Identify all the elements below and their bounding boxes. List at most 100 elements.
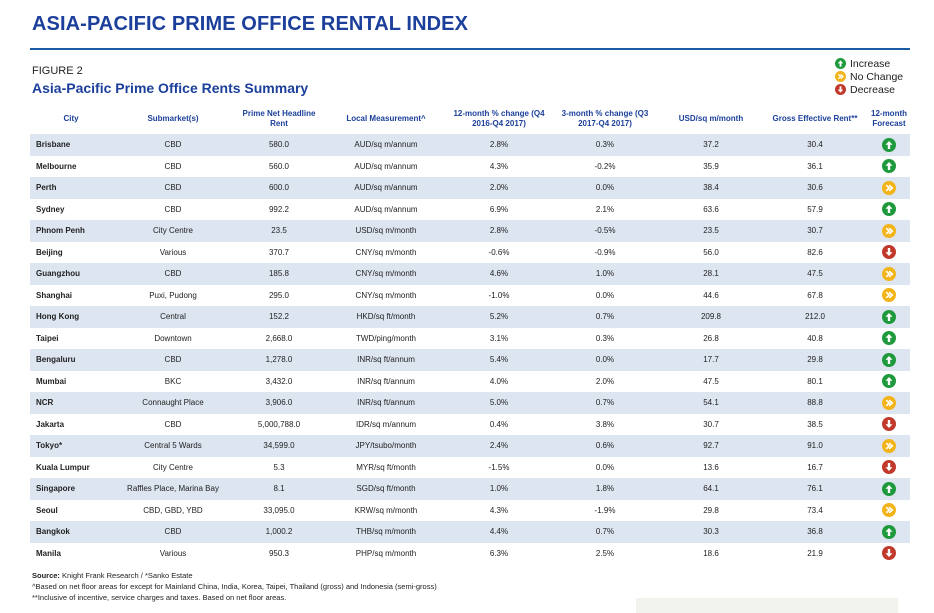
table-row: NCR Connaught Place 3,906.0 INR/sq ft/annum… (30, 392, 910, 414)
column-header-3m-change: 3-month % change (Q3 2017-Q4 2017) (550, 104, 660, 134)
gross-rent-cell: 91.0 (762, 435, 868, 457)
change-3m-cell: 0.0% (550, 284, 660, 306)
forecast-cell (868, 284, 910, 306)
city-cell: Tokyo* (30, 435, 112, 457)
legend-label: Increase (850, 57, 891, 70)
table-row: Kuala Lumpur City Centre 5.3 MYR/sq ft/mont… (30, 456, 910, 478)
city-cell: Bangkok (30, 521, 112, 543)
rent-cell: 3,432.0 (234, 370, 324, 392)
usd-cell: 44.6 (660, 284, 762, 306)
city-cell: Beijing (30, 241, 112, 263)
measurement-cell: TWD/ping/month (324, 327, 448, 349)
arrow-right-icon (882, 395, 896, 410)
gross-rent-cell: 29.8 (762, 349, 868, 371)
change-3m-cell: 0.0% (550, 456, 660, 478)
forecast-cell (868, 392, 910, 414)
change-3m-cell: -0.9% (550, 241, 660, 263)
usd-cell: 38.4 (660, 177, 762, 199)
measurement-cell: HKD/sq ft/month (324, 306, 448, 328)
change-12m-cell: 2.8% (448, 220, 550, 242)
table-row: Bengaluru CBD 1,278.0 INR/sq ft/annum 5.4% 0.… (30, 349, 910, 371)
gross-rent-cell: 21.9 (762, 542, 868, 564)
change-12m-cell: -1.0% (448, 284, 550, 306)
arrow-right-icon (882, 503, 896, 518)
submarket-cell: CBD (112, 155, 234, 177)
usd-cell: 29.8 (660, 499, 762, 521)
gross-rent-cell: 80.1 (762, 370, 868, 392)
footnote-gross-rent: **Inclusive of incentive, service charge… (32, 593, 287, 602)
change-3m-cell: -1.9% (550, 499, 660, 521)
change-12m-cell: 2.4% (448, 435, 550, 457)
rent-cell: 580.0 (234, 134, 324, 156)
forecast-legend: Increase No Change Decrease (835, 57, 903, 96)
gross-rent-cell: 82.6 (762, 241, 868, 263)
table-row: Brisbane CBD 580.0 AUD/sq m/annum 2.8% 0.3% 37… (30, 134, 910, 156)
forecast-cell (868, 499, 910, 521)
measurement-cell: AUD/sq m/annum (324, 155, 448, 177)
forecast-cell (868, 478, 910, 500)
table-row: Bangkok CBD 1,000.2 THB/sq m/month 4.4% 0.7% 3… (30, 521, 910, 543)
forecast-cell (868, 134, 910, 156)
submarket-cell: City Centre (112, 456, 234, 478)
city-cell: Jakarta (30, 413, 112, 435)
page-title: ASIA-PACIFIC PRIME OFFICE RENTAL INDEX (32, 13, 469, 35)
arrow-down-icon (882, 460, 896, 475)
usd-cell: 56.0 (660, 241, 762, 263)
forecast-cell (868, 241, 910, 263)
legend-item-no-change: No Change (835, 70, 903, 83)
change-3m-cell: -0.2% (550, 155, 660, 177)
table-row: Singapore Raffles Place, Marina Bay 8.1 SGD… (30, 478, 910, 500)
table-row: Tokyo* Central 5 Wards 34,599.0 JPY/tsubo/m… (30, 435, 910, 457)
change-12m-cell: 0.4% (448, 413, 550, 435)
gross-rent-cell: 67.8 (762, 284, 868, 306)
table-row: Shanghai Puxi, Pudong 295.0 CNY/sq m/month -… (30, 284, 910, 306)
gross-rent-cell: 38.5 (762, 413, 868, 435)
arrow-right-icon (882, 266, 896, 281)
change-3m-cell: 0.7% (550, 521, 660, 543)
measurement-cell: KRW/sq m/month (324, 499, 448, 521)
legend-item-increase: Increase (835, 57, 903, 70)
city-cell: Phnom Penh (30, 220, 112, 242)
change-12m-cell: 4.3% (448, 499, 550, 521)
table-row: Mumbai BKC 3,432.0 INR/sq ft/annum 4.0% 2.0% 4… (30, 370, 910, 392)
measurement-cell: INR/sq ft/annum (324, 349, 448, 371)
rent-cell: 950.3 (234, 542, 324, 564)
arrow-up-icon (882, 524, 896, 539)
gross-rent-cell: 76.1 (762, 478, 868, 500)
city-cell: Manila (30, 542, 112, 564)
forecast-cell (868, 413, 910, 435)
usd-cell: 64.1 (660, 478, 762, 500)
change-3m-cell: 0.6% (550, 435, 660, 457)
change-12m-cell: -1.5% (448, 456, 550, 478)
measurement-cell: CNY/sq m/month (324, 284, 448, 306)
figure-label: FIGURE 2 (32, 65, 83, 77)
gross-rent-cell: 47.5 (762, 263, 868, 285)
submarket-cell: Downtown (112, 327, 234, 349)
city-cell: Hong Kong (30, 306, 112, 328)
source-note: Source: Knight Frank Research / *Sanko E… (32, 570, 437, 581)
submarket-cell: CBD (112, 349, 234, 371)
forecast-cell (868, 456, 910, 478)
rent-cell: 8.1 (234, 478, 324, 500)
gross-rent-cell: 16.7 (762, 456, 868, 478)
table-row: Taipei Downtown 2,668.0 TWD/ping/month 3.1% 0… (30, 327, 910, 349)
arrow-down-icon (882, 546, 896, 561)
submarket-cell: CBD (112, 413, 234, 435)
measurement-cell: INR/sq ft/annum (324, 392, 448, 414)
city-cell: Brisbane (30, 134, 112, 156)
city-cell: Melbourne (30, 155, 112, 177)
measurement-cell: PHP/sq m/month (324, 542, 448, 564)
rent-cell: 2,668.0 (234, 327, 324, 349)
title-divider (30, 48, 910, 50)
submarket-cell: Various (112, 542, 234, 564)
change-12m-cell: 2.8% (448, 134, 550, 156)
table-row: Hong Kong Central 152.2 HKD/sq ft/month 5.2%… (30, 306, 910, 328)
usd-cell: 63.6 (660, 198, 762, 220)
gross-rent-cell: 30.7 (762, 220, 868, 242)
submarket-cell: Puxi, Pudong (112, 284, 234, 306)
city-cell: Perth (30, 177, 112, 199)
forecast-cell (868, 521, 910, 543)
measurement-cell: IDR/sq m/annum (324, 413, 448, 435)
rent-cell: 34,599.0 (234, 435, 324, 457)
rent-cell: 295.0 (234, 284, 324, 306)
